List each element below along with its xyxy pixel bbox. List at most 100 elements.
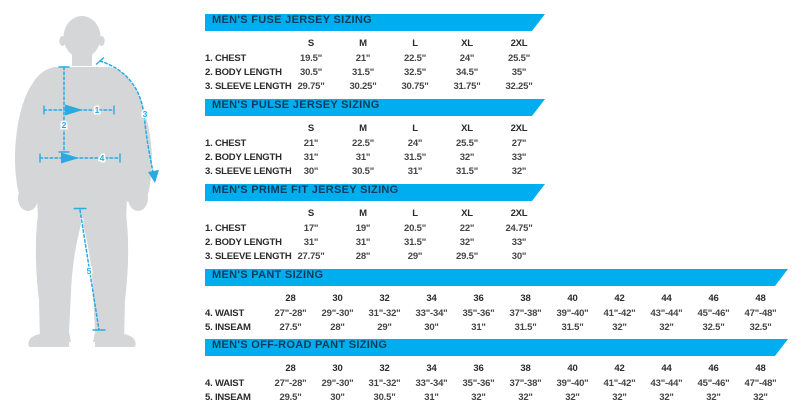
- row-label: 4. WAIST: [205, 307, 245, 319]
- section-fuse-jersey: MEN'S FUSE JERSEY SIZING S M L XL 2XL 1. CHES…: [205, 14, 795, 99]
- size-value: 30": [424, 321, 439, 333]
- size-value: 22.5": [404, 52, 426, 64]
- sizing-tables: MEN'S FUSE JERSEY SIZING S M L XL 2XL 1. CHES…: [205, 14, 795, 400]
- size-value: 29": [407, 250, 423, 262]
- column-header: M: [359, 123, 367, 134]
- size-value: 33": [511, 236, 527, 248]
- section-pulse-jersey: MEN'S PULSE JERSEY SIZING S M L XL 2XL 1. CHE…: [205, 99, 795, 184]
- section-banner: MEN'S FUSE JERSEY SIZING: [205, 14, 545, 31]
- column-header: S: [307, 123, 315, 134]
- row-label: 3. SLEEVE LENGTH: [205, 80, 292, 92]
- row-label: 5. INSEAM: [205, 321, 251, 333]
- column-header: M: [359, 208, 367, 219]
- row-label: 3. SLEEVE LENGTH: [205, 250, 292, 262]
- row-label: 1. CHEST: [205, 52, 247, 64]
- size-value: 35"-36": [462, 377, 495, 389]
- size-value: 41"-42": [603, 377, 636, 389]
- column-header: 44: [661, 293, 672, 304]
- size-value: 24": [407, 137, 423, 149]
- size-value: 31": [303, 151, 319, 163]
- size-value: 35": [511, 66, 527, 78]
- size-value: 43"-44": [650, 377, 683, 389]
- leg-left: [35, 214, 81, 342]
- sizing-table: S M L XL 2XL 1. CHEST 17" 19" 20.5" 22" 24.75" 2. B…: [205, 206, 545, 263]
- column-header: 28: [285, 363, 296, 374]
- size-value: 33": [511, 151, 527, 163]
- column-header: 2XL: [510, 123, 528, 134]
- section-offroad-pant: MEN'S OFF-ROAD PANT SIZING 28 30 32 34 36 38 4…: [205, 339, 795, 400]
- measurement-label-2: 2: [62, 120, 67, 130]
- size-value: 32": [612, 321, 627, 333]
- measurement-lines: [39, 56, 159, 331]
- size-value: 31.5": [514, 321, 537, 333]
- column-header: XL: [461, 208, 473, 219]
- size-value: 35"-36": [462, 307, 495, 319]
- size-value: 45"-46": [697, 307, 730, 319]
- section-title: MEN'S PANT SIZING: [212, 269, 324, 281]
- size-value: 27.5": [279, 321, 302, 333]
- measurement-label-1: 1: [95, 105, 100, 115]
- column-header: L: [412, 38, 418, 49]
- section-pant: MEN'S PANT SIZING 28 30 32 34 36 38 40 42 44 46 48…: [205, 269, 795, 339]
- body-measurement-figure: 1 2 3 4 5: [15, 16, 159, 347]
- size-value: 19.5": [300, 52, 322, 64]
- measurement-label-4: 4: [100, 153, 105, 163]
- size-value: 32": [511, 165, 527, 177]
- sizing-table: S M L XL 2XL 1. CHEST 19.5" 21" 22.5" 24" 25.5" 2. …: [205, 36, 545, 93]
- size-value: 32": [471, 391, 486, 400]
- section-title: MEN'S OFF-ROAD PANT SIZING: [212, 339, 388, 351]
- column-header: 36: [473, 363, 484, 374]
- sizing-table: 28 30 32 34 36 38 40 42 44 46 48 4. WAIST 27"-28" 29"…: [205, 361, 784, 400]
- size-value: 31": [471, 321, 486, 333]
- size-value: 45"-46": [697, 377, 730, 389]
- size-value: 29"-30": [321, 377, 354, 389]
- table-row: 1. CHEST 17" 19" 20.5" 22" 24.75": [205, 221, 545, 235]
- section-prime-fit-jersey: MEN'S PRIME FIT JERSEY SIZING S M L XL 2XL 1.…: [205, 184, 795, 269]
- column-header: 32: [379, 293, 390, 304]
- waist-arrow-icon: [61, 152, 79, 164]
- header-row: S M L XL 2XL: [205, 121, 545, 136]
- column-header: 40: [567, 293, 578, 304]
- foot-right: [95, 334, 136, 347]
- size-value: 31.5": [404, 236, 426, 248]
- corner-cell: [205, 121, 285, 136]
- ear-right: [98, 36, 105, 46]
- size-value: 30.25": [349, 80, 377, 92]
- column-header: 48: [755, 293, 766, 304]
- section-banner: MEN'S PULSE JERSEY SIZING: [205, 99, 545, 116]
- fist-left: [18, 185, 38, 211]
- column-header: L: [412, 123, 418, 134]
- column-header: 42: [614, 293, 625, 304]
- corner-cell: [205, 36, 285, 51]
- size-value: 30": [330, 391, 345, 400]
- man-silhouette: [15, 16, 152, 347]
- table-row: 3. SLEEVE LENGTH 29.75" 30.25" 30.75" 31.75"…: [205, 79, 545, 93]
- size-value: 29.5": [456, 250, 478, 262]
- size-value: 25.5": [456, 137, 478, 149]
- sleeve-arrow-icon: [148, 170, 159, 183]
- size-value: 31"-32": [368, 377, 401, 389]
- column-header: 32: [379, 363, 390, 374]
- size-value: 30": [303, 165, 319, 177]
- size-value: 32": [518, 391, 533, 400]
- size-value: 32.25": [505, 80, 533, 92]
- column-header: 38: [520, 363, 531, 374]
- column-header: 34: [426, 293, 437, 304]
- size-value: 31.5": [352, 66, 374, 78]
- size-value: 30.75": [401, 80, 429, 92]
- size-value: 29.5": [279, 391, 302, 400]
- table-row: 5. INSEAM 29.5" 30" 30.5" 31" 32" 32" 32" 32" 32"…: [205, 390, 784, 400]
- size-value: 31": [424, 391, 439, 400]
- row-label: 2. BODY LENGTH: [205, 236, 282, 248]
- table-row: 5. INSEAM 27.5" 28" 29" 30" 31" 31.5" 31.5" 32" 3…: [205, 320, 784, 334]
- header-row: 28 30 32 34 36 38 40 42 44 46 48: [205, 291, 784, 306]
- foot-left: [28, 334, 70, 347]
- size-value: 28": [330, 321, 345, 333]
- measurement-label-3: 3: [143, 109, 148, 119]
- sizing-table: S M L XL 2XL 1. CHEST 21" 22.5" 24" 25.5" 27" 2. BO…: [205, 121, 545, 178]
- size-value: 30.5": [352, 165, 374, 177]
- size-value: 32": [706, 391, 721, 400]
- column-header: 28: [285, 293, 296, 304]
- header-row: S M L XL 2XL: [205, 206, 545, 221]
- size-value: 25.5": [508, 52, 530, 64]
